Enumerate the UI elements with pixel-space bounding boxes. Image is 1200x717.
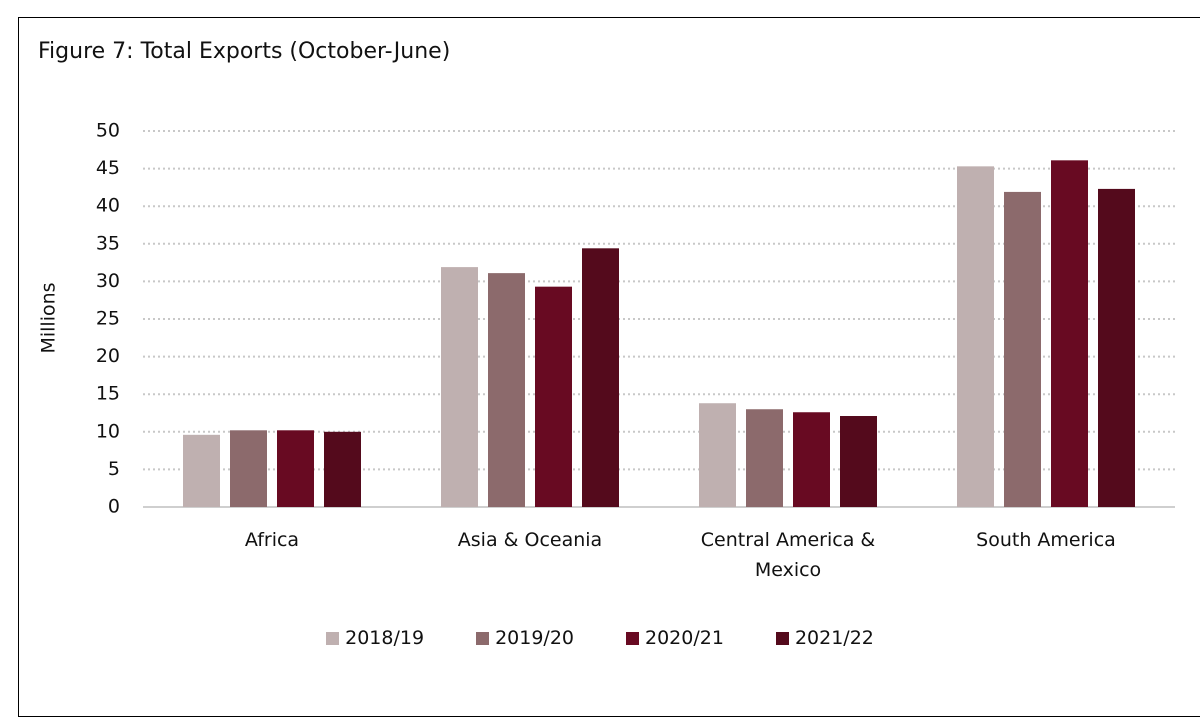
y-tick-label: 0 — [108, 496, 120, 518]
x-tick-label: Asia & Oceania — [457, 529, 603, 551]
y-axis-title: Millions — [38, 282, 60, 353]
y-tick-label: 50 — [96, 120, 120, 142]
y-tick-label: 5 — [108, 458, 120, 480]
y-tick-label: 35 — [96, 232, 120, 254]
chart-title: Figure 7: Total Exports (October-June) — [38, 39, 450, 64]
legend-swatch — [326, 631, 340, 645]
y-tick-label: 30 — [96, 270, 120, 292]
bar — [183, 434, 220, 507]
legend-item: 2021/22 — [775, 627, 874, 649]
bar — [230, 430, 267, 507]
bar — [277, 430, 314, 507]
legend-item: 2020/21 — [626, 627, 724, 649]
legend: 2018/19 2019/20 2020/21 2021/22 — [0, 627, 1200, 649]
bar — [535, 286, 572, 507]
bar — [793, 412, 830, 507]
bar — [1004, 191, 1041, 508]
bar — [746, 409, 783, 507]
bar — [324, 431, 361, 507]
legend-label: 2019/20 — [495, 627, 574, 649]
bar — [699, 403, 736, 507]
legend-swatch — [626, 631, 639, 645]
bar — [1051, 160, 1088, 507]
y-tick-label: 40 — [96, 195, 120, 217]
page: {"chart_data": {"type": "bar", "title": … — [0, 17, 1200, 717]
bar — [441, 267, 478, 507]
y-tick-label: 15 — [96, 383, 120, 405]
bar — [957, 166, 994, 507]
bar — [488, 273, 525, 507]
legend-label: 2021/22 — [794, 627, 874, 649]
bar — [582, 248, 619, 507]
y-tick-label: 10 — [96, 420, 120, 442]
legend-label: 2020/21 — [645, 627, 724, 649]
legend-item: 2018/19 — [326, 627, 424, 649]
y-tick-label: 45 — [96, 157, 120, 179]
y-tick-label: 25 — [96, 308, 120, 330]
legend-label: 2018/19 — [345, 627, 425, 649]
chart: Figure 7: Total Exports (October-June) M… — [38, 39, 1175, 518]
y-tick-label: 20 — [96, 345, 120, 367]
x-tick-label: Central America & Mexico — [700, 529, 876, 581]
bar — [840, 416, 877, 507]
x-tick-label: South America — [976, 529, 1116, 551]
x-tick-label: Africa — [244, 529, 300, 551]
bar — [1098, 188, 1135, 508]
legend-swatch — [476, 631, 490, 645]
legend-item: 2019/20 — [476, 627, 574, 649]
legend-swatch — [775, 631, 789, 645]
